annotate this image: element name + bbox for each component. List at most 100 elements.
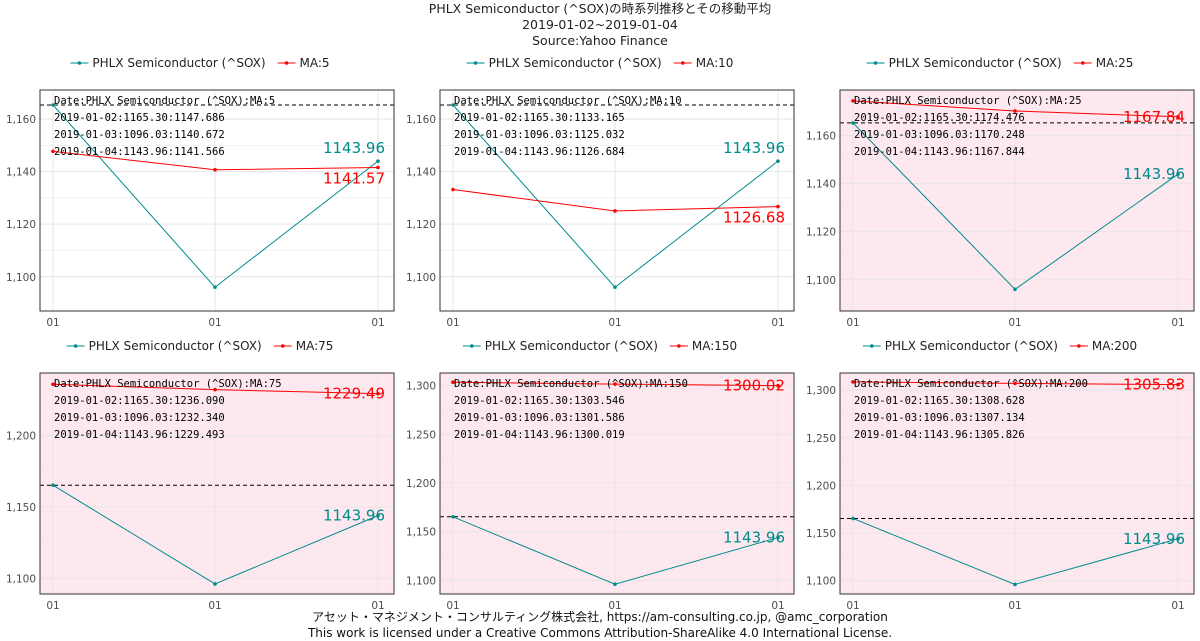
data-point-price [1176,536,1180,541]
footer-credit: アセット・マネジメント・コンサルティング株式会社, https://am-con… [312,610,888,624]
last-price-label: 1143.96 [723,139,785,157]
y-tick-label: 1,300 [406,381,436,393]
x-tick-label: 01 [446,600,459,612]
panel-svg: PHLX Semiconductor (^SOX) MA:5 1,100 1,120 1… [6,56,395,329]
data-point-price [51,483,55,488]
x-tick-label: 01 [771,317,784,329]
panel-svg: PHLX Semiconductor (^SOX) MA:75 1,100 1,150… [6,339,395,612]
data-point-ma [376,165,380,170]
legend-key-ma-dot [1080,61,1085,65]
y-tick-label: 1,250 [406,429,436,441]
data-point-ma [213,167,217,172]
x-tick-label: 01 [371,317,384,329]
data-point-price [213,285,217,290]
data-point-ma [213,387,217,392]
legend-key-ma-dot [1077,344,1081,348]
annotation-line: Date:PHLX Semiconductor (^SOX):MA:200 [854,378,1088,390]
y-tick-label: 1,140 [6,167,36,179]
y-tick-label: 1,120 [806,227,836,239]
data-point-ma [1176,382,1180,387]
data-point-price [376,159,380,163]
data-point-ma [376,391,380,396]
annotation-line: 2019-01-02:1165.30:1174.476 [854,112,1025,124]
chart-source: Source:Yahoo Finance [532,33,668,48]
plot-border [839,372,1195,595]
y-tick-label: 1,160 [806,131,836,143]
chart-title: PHLX Semiconductor (^SOX)の時系列推移とその移動平均 [428,1,772,16]
data-point-ma [451,380,455,385]
last-ma-label: 1305.83 [1123,376,1185,394]
plot-border [839,89,1195,312]
last-price-label: 1143.96 [723,529,785,547]
annotation-line: 2019-01-03:1096.03:1301.586 [454,412,625,424]
plot-border [39,89,395,312]
annotation-line: 2019-01-03:1096.03:1232.340 [54,412,225,424]
x-tick-label: 01 [371,600,384,612]
legend-label-price: PHLX Semiconductor (^SOX) [885,339,1058,353]
y-tick-label: 1,100 [406,575,436,587]
y-tick-label: 1,140 [806,179,836,191]
chart-panel-2: PHLX Semiconductor (^SOX) MA:10 1,100 1,120… [400,48,800,333]
annotation-line: 2019-01-02:1165.30:1147.686 [54,112,225,124]
y-tick-label: 1,120 [6,219,36,231]
legend: PHLX Semiconductor (^SOX) MA:200 [862,339,1137,353]
plot-background [440,90,794,311]
data-point-ma [851,380,855,384]
annotation-line: 2019-01-02:1165.30:1308.628 [854,395,1025,407]
chart-panel-3: PHLX Semiconductor (^SOX) MA:25 1,100 1,120… [800,48,1200,333]
annotation-line: 2019-01-02:1165.30:1303.546 [454,395,625,407]
data-point-price [451,103,455,107]
annotation-line: 2019-01-04:1143.96:1126.684 [454,146,625,158]
y-tick-label: 1,150 [406,527,436,539]
legend: PHLX Semiconductor (^SOX) MA:10 [466,56,734,70]
y-tick-label: 1,120 [406,219,436,231]
annotation-line: 2019-01-02:1165.30:1236.090 [54,395,225,407]
annotation-line: 2019-01-03:1096.03:1307.134 [854,412,1025,424]
data-point-ma [51,149,55,154]
chart-panel-5: PHLX Semiconductor (^SOX) MA:150 1,100 1,15… [400,331,800,616]
y-tick-label: 1,150 [806,528,836,540]
last-price-label: 1143.96 [323,507,385,525]
plot-background [840,90,1194,311]
last-ma-label: 1141.57 [323,169,385,187]
legend-label-price: PHLX Semiconductor (^SOX) [92,56,265,70]
data-point-price [776,535,780,540]
data-point-price [376,513,380,518]
annotation-line: 2019-01-04:1143.96:1300.019 [454,429,625,441]
legend: PHLX Semiconductor (^SOX) MA:5 [70,56,330,70]
legend-key-ma-dot [677,344,681,348]
y-tick-label: 1,100 [6,272,36,284]
data-point-ma [1176,114,1180,119]
y-tick-label: 1,100 [6,573,36,585]
chart-panel-6: PHLX Semiconductor (^SOX) MA:200 1,100 1,15… [800,331,1200,616]
last-ma-label: 1300.02 [723,377,785,395]
last-price-label: 1143.96 [323,139,385,157]
y-tick-label: 1,150 [6,502,36,514]
y-tick-label: 1,100 [806,275,836,287]
legend-key-ma-dot [680,61,685,65]
legend-label-ma: MA:10 [696,56,734,70]
plot-border [39,372,395,595]
legend-key-price-dot [73,344,78,348]
legend-label-ma: MA:200 [1092,339,1137,353]
plot-border [439,372,795,595]
legend-label-ma: MA:150 [692,339,737,353]
plot-background [40,90,394,311]
legend-key-price-dot [869,344,874,348]
x-tick-label: 01 [46,317,59,329]
annotation-line: 2019-01-04:1143.96:1229.493 [54,429,225,441]
legend-key-price-dot [469,344,474,348]
y-tick-label: 1,200 [6,431,36,443]
annotation-line: 2019-01-03:1096.03:1170.248 [854,129,1025,141]
data-point-ma [1013,109,1017,113]
x-tick-label: 01 [446,317,459,329]
annotation-line: 2019-01-02:1165.30:1133.165 [454,112,625,124]
plot-background [840,373,1194,594]
legend-label-ma: MA:75 [296,339,334,353]
y-tick-label: 1,100 [806,576,836,588]
y-tick-label: 1,250 [806,433,836,445]
data-point-ma [851,99,855,103]
legend-label-ma: MA:25 [1096,56,1134,70]
chart-title-block: PHLX Semiconductor (^SOX)の時系列推移とその移動平均 2… [0,0,1200,49]
data-point-price [613,285,617,290]
